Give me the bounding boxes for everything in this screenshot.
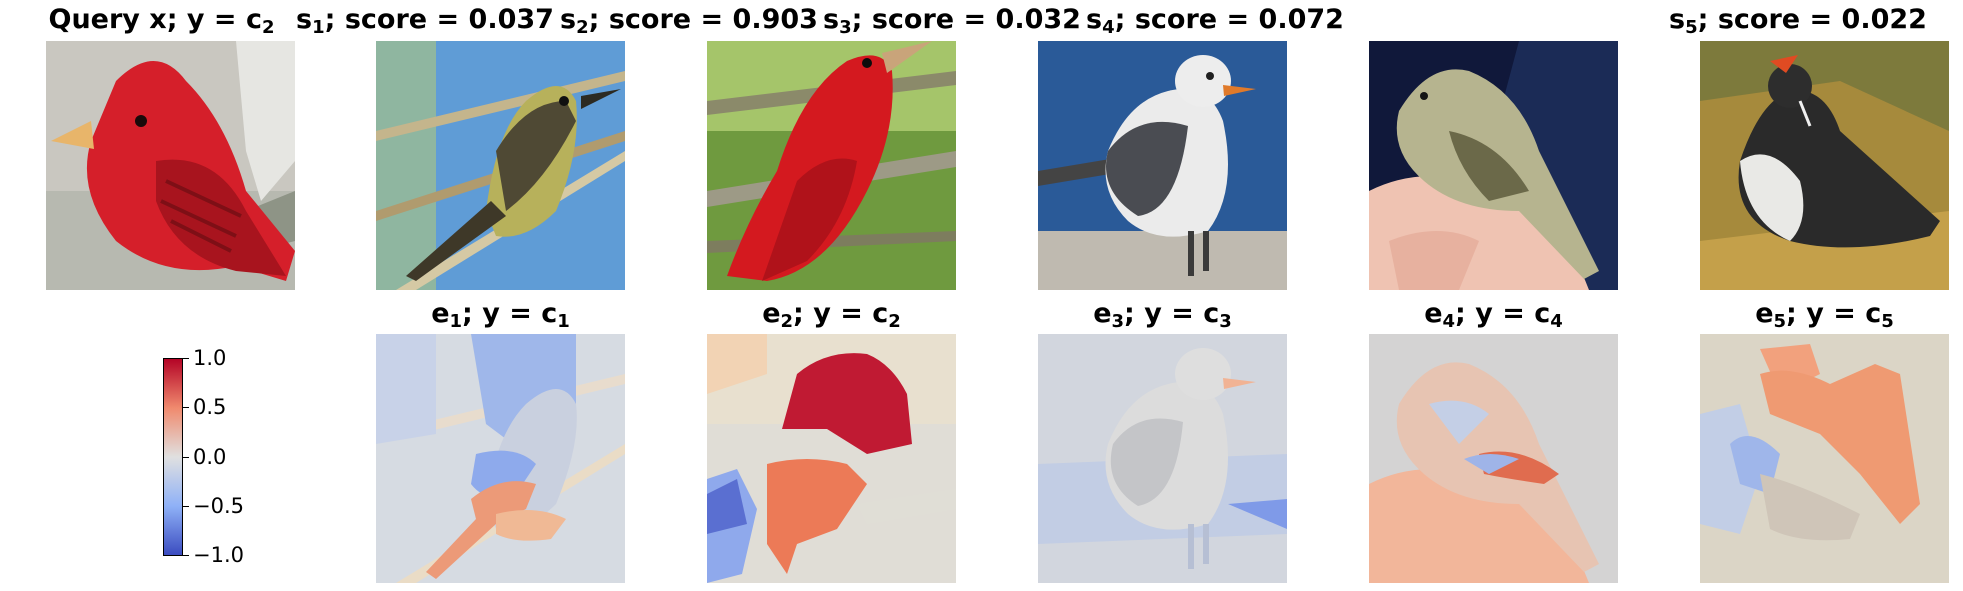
similar-title-2: s2; score = 0.903	[560, 4, 818, 38]
similar-title-5: s5; score = 0.022	[1669, 4, 1927, 38]
similar-image-1	[376, 41, 625, 290]
colorbar	[163, 358, 183, 556]
similar-image-2	[707, 41, 956, 290]
colorbar-tick-label: 0.0	[193, 445, 227, 469]
colorbar-tick-label: −0.5	[193, 494, 244, 518]
similar-title-1: s1; score = 0.037	[296, 4, 554, 38]
colorbar-tick	[183, 407, 189, 408]
similar-title-4: s4; score = 0.072	[1086, 4, 1344, 38]
similar-image-3	[1038, 41, 1287, 290]
colorbar-tick-label: 0.5	[193, 395, 227, 419]
explanation-heatmap-2	[707, 334, 956, 583]
explanation-title-5: e5; y = c5	[1755, 298, 1894, 332]
query-title: Query x; y = c2	[48, 4, 275, 38]
colorbar-tick-label: 1.0	[193, 346, 227, 370]
explanation-title-1: e1; y = c1	[431, 298, 570, 332]
explanation-heatmap-1	[376, 334, 625, 583]
explanation-heatmap-3	[1038, 334, 1287, 583]
similar-title-3: s3; score = 0.032	[823, 4, 1081, 38]
similar-image-4	[1369, 41, 1618, 290]
explanation-title-4: e4; y = c4	[1424, 298, 1563, 332]
colorbar-tick	[183, 506, 189, 507]
query-image	[46, 41, 295, 290]
colorbar-tick	[183, 457, 189, 458]
colorbar-tick	[183, 358, 189, 359]
similar-image-5	[1700, 41, 1949, 290]
colorbar-tick-label: −1.0	[193, 543, 244, 567]
colorbar-tick	[183, 555, 189, 556]
explanation-heatmap-4	[1369, 334, 1618, 583]
explanation-heatmap-5	[1700, 334, 1949, 583]
explanation-title-3: e3; y = c3	[1093, 298, 1232, 332]
explanation-title-2: e2; y = c2	[762, 298, 901, 332]
